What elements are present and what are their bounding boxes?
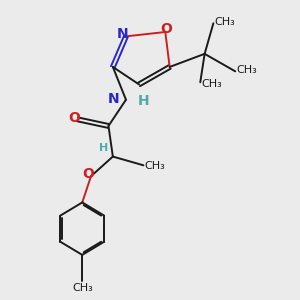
Text: O: O: [82, 167, 94, 182]
Text: O: O: [160, 22, 172, 36]
Text: CH₃: CH₃: [201, 79, 222, 89]
Text: O: O: [69, 111, 80, 125]
Text: CH₃: CH₃: [236, 65, 257, 75]
Text: CH₃: CH₃: [72, 283, 93, 293]
Text: H: H: [138, 94, 150, 108]
Text: H: H: [100, 143, 109, 153]
Text: CH₃: CH₃: [145, 161, 165, 171]
Text: N: N: [108, 92, 119, 106]
Text: CH₃: CH₃: [214, 17, 235, 27]
Text: N: N: [117, 26, 128, 40]
